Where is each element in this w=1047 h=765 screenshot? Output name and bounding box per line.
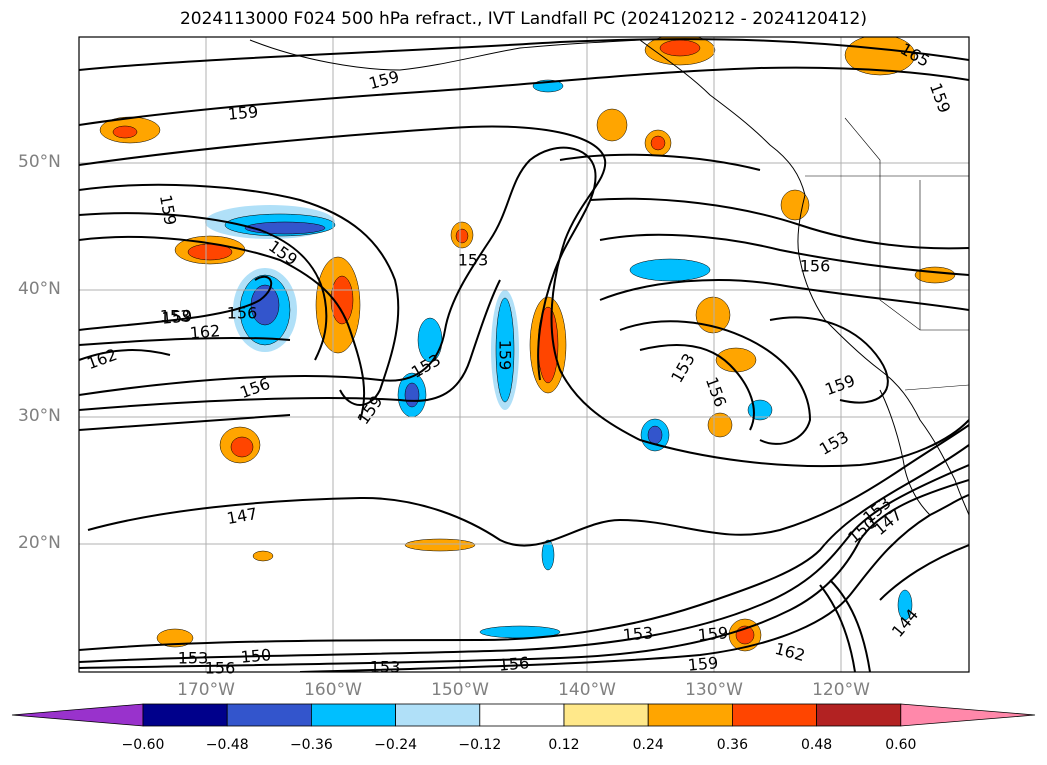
lon-label-130w: 130°W xyxy=(685,680,743,700)
colorbar-segment xyxy=(647,703,733,727)
contour-label: 159 xyxy=(495,339,515,371)
colorbar-segment xyxy=(310,703,396,727)
contour-label: 153 xyxy=(457,250,489,270)
colorbar xyxy=(11,703,1036,727)
colorbar-tick-label: 0.60 xyxy=(885,737,917,753)
contour-label: 156 xyxy=(497,653,531,675)
colorbar-segment xyxy=(226,703,312,727)
contour-label: 153 xyxy=(177,648,209,668)
contour-label: 159 xyxy=(226,102,260,124)
contour-label: 156 xyxy=(226,303,258,323)
lon-label-160w: 160°W xyxy=(304,680,362,700)
lon-label-150w: 150°W xyxy=(431,680,489,700)
lat-label-50n: 50°N xyxy=(18,152,61,172)
colorbar-tick-label: −0.24 xyxy=(374,737,418,753)
colorbar-tick-label: −0.48 xyxy=(205,737,249,753)
contour-label: 162 xyxy=(188,321,222,343)
colorbar-segment xyxy=(479,703,565,727)
colorbar-tick-label: 0.48 xyxy=(801,737,833,753)
political-borders xyxy=(805,117,969,391)
colorbar-extend-max xyxy=(900,703,1036,727)
lat-label-30n: 30°N xyxy=(18,406,61,426)
contour-label: 156 xyxy=(799,256,831,276)
colorbar-tick-label: 0.24 xyxy=(632,737,664,753)
colorbar-tick-label: −0.12 xyxy=(458,737,502,753)
contour-label: 156 xyxy=(204,658,236,678)
colorbar-extend-min xyxy=(11,703,144,727)
colorbar-segment xyxy=(816,703,902,727)
contours xyxy=(79,38,969,672)
map-frame xyxy=(78,36,970,673)
lon-label-170w: 170°W xyxy=(177,680,235,700)
contour-label: 153 xyxy=(159,306,191,326)
contour-label: 153 xyxy=(621,623,655,645)
colorbar-segment xyxy=(395,703,481,727)
colorbar-tick-label: −0.36 xyxy=(289,737,333,753)
colorbar-segment xyxy=(563,703,649,727)
colorbar-segment xyxy=(732,703,818,727)
colorbar-tick-label: −0.60 xyxy=(121,737,165,753)
map-title: 2024113000 F024 500 hPa refract., IVT La… xyxy=(179,9,867,29)
lat-label-40n: 40°N xyxy=(18,279,61,299)
colorbar-segment xyxy=(142,703,228,727)
contour-label: 153 xyxy=(369,657,401,677)
lon-label-120w: 120°W xyxy=(812,680,870,700)
colorbar-tick-label: 0.12 xyxy=(548,737,580,753)
lon-label-140w: 140°W xyxy=(558,680,616,700)
lat-label-20n: 20°N xyxy=(18,533,61,553)
contour-label: 150 xyxy=(239,645,273,667)
contour-label: 159 xyxy=(686,653,720,675)
graticule xyxy=(79,37,969,672)
contour-label: 159 xyxy=(696,623,730,645)
colorbar-tick-label: 0.36 xyxy=(716,737,748,753)
